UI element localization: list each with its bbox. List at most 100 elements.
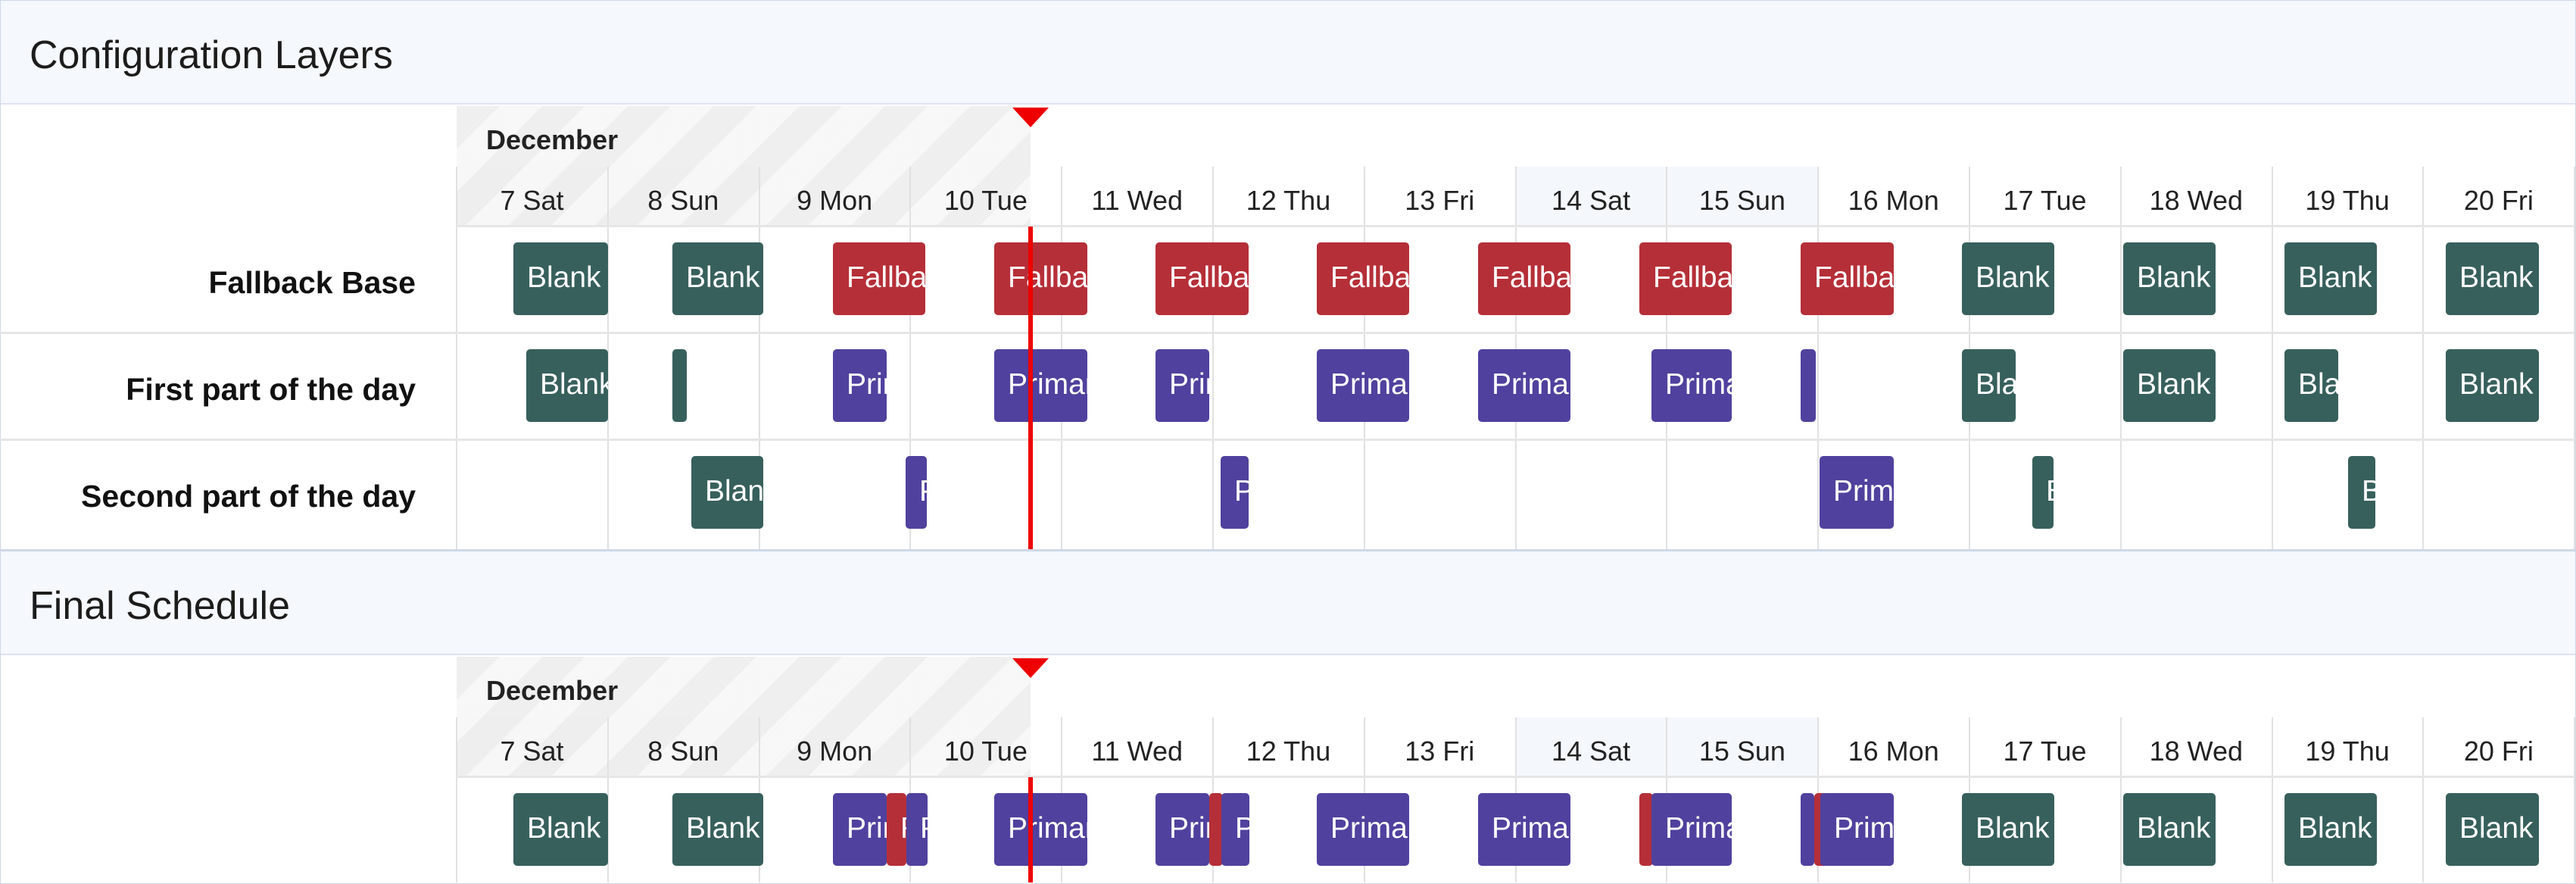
shift-label: Blank xyxy=(686,261,760,294)
shift-label: Blank xyxy=(2298,368,2338,401)
blank-shift-bar[interactable]: Blank xyxy=(2123,242,2216,315)
primary-shift-bar[interactable]: Primary xyxy=(1651,349,1732,422)
day-header[interactable]: 15 Sun xyxy=(1698,185,1785,216)
primary-shift-bar[interactable]: Primary xyxy=(994,793,1087,866)
blank-shift-bar[interactable]: Blank xyxy=(2123,349,2216,422)
blank-shift-bar[interactable]: Blank xyxy=(2446,793,2539,866)
blank-shift-bar[interactable]: Blank xyxy=(2032,456,2054,529)
primary-shift-bar[interactable]: Primary xyxy=(1317,349,1409,422)
final-schedule-timeline[interactable]: December 7 Sat 8 Sun 9 Mon 10 Tue 11 Wed 12 Th… xyxy=(456,657,2576,882)
day-header[interactable]: 15 Sun xyxy=(1698,736,1785,767)
current-time-marker xyxy=(1012,108,1049,127)
fallback-shift-bar[interactable]: Fallback xyxy=(1209,793,1223,866)
day-header[interactable]: 7 Sat xyxy=(500,185,564,216)
blank-shift-bar[interactable]: Blank xyxy=(1962,793,2054,866)
blank-shift-bar[interactable]: Blank xyxy=(2284,349,2338,422)
fallback-shift-bar[interactable]: Fallback xyxy=(887,793,906,866)
shift-label: Blank xyxy=(2459,261,2534,294)
day-header[interactable]: 20 Fri xyxy=(2463,185,2534,216)
day-header[interactable]: 10 Tue xyxy=(943,185,1028,216)
shift-label: Fallback xyxy=(1653,261,1732,294)
primary-shift-bar[interactable]: Primary xyxy=(1801,793,1814,866)
config-layers-timeline[interactable]: December 7 Sat 8 Sun 9 Mon 10 Tue 11 Wed 12 Th… xyxy=(0,106,2576,549)
day-header[interactable]: 18 Wed xyxy=(2149,736,2243,767)
blank-shift-bar[interactable]: Blank xyxy=(691,456,763,529)
day-header[interactable]: 16 Mon xyxy=(1848,736,1939,767)
shift-label: Blank xyxy=(1976,368,2016,401)
primary-shift-bar[interactable]: Primary xyxy=(1221,793,1249,866)
shift-label: Primary xyxy=(1834,812,1894,845)
fallback-shift-bar[interactable]: Fallback xyxy=(1801,242,1894,315)
day-header[interactable]: 10 Tue xyxy=(943,736,1028,767)
day-header[interactable]: 11 Wed xyxy=(1091,736,1184,767)
primary-shift-bar[interactable]: Primary xyxy=(1317,793,1409,866)
blank-shift-bar[interactable]: Blank xyxy=(1962,349,2016,422)
shift-label: Blank xyxy=(527,812,601,845)
weekend-column-bg xyxy=(1515,717,1667,777)
day-header[interactable]: 12 Thu xyxy=(1246,185,1331,216)
weekend-column-bg xyxy=(1515,167,1667,226)
day-header[interactable]: 18 Wed xyxy=(2149,185,2243,216)
primary-shift-bar[interactable]: Primary xyxy=(833,349,887,422)
grid-line xyxy=(758,167,760,549)
blank-shift-bar[interactable]: Blank xyxy=(2446,242,2539,315)
primary-shift-bar[interactable]: Primary xyxy=(1155,793,1209,866)
day-header[interactable]: 9 Mon xyxy=(797,185,873,216)
shift-label: Blank xyxy=(2137,261,2211,294)
blank-shift-bar[interactable]: Blank xyxy=(2284,242,2377,315)
day-header[interactable]: 17 Tue xyxy=(2003,185,2087,216)
day-header[interactable]: 11 Wed xyxy=(1091,185,1184,216)
day-header[interactable]: 19 Thu xyxy=(2305,736,2390,767)
day-header[interactable]: 8 Sun xyxy=(647,185,719,216)
fallback-shift-bar[interactable]: Fallback xyxy=(1155,242,1249,315)
blank-shift-bar[interactable]: Blank xyxy=(513,793,608,866)
fallback-shift-bar[interactable]: Fallback xyxy=(1317,242,1409,315)
day-header[interactable]: 8 Sun xyxy=(647,736,719,767)
blank-shift-bar[interactable]: Blank xyxy=(2123,793,2216,866)
primary-shift-bar[interactable]: Primary xyxy=(1155,349,1209,422)
day-header[interactable]: 13 Fri xyxy=(1405,185,1475,216)
blank-shift-bar[interactable]: Blank xyxy=(2446,349,2539,422)
day-header[interactable]: 16 Mon xyxy=(1848,185,1939,216)
shift-label: Fallback xyxy=(1169,261,1249,294)
shift-label: Blank xyxy=(540,368,608,401)
day-header[interactable]: 17 Tue xyxy=(2003,736,2087,767)
shift-label: Primary xyxy=(1169,368,1209,401)
primary-shift-bar[interactable]: Primary xyxy=(906,793,928,866)
fallback-shift-bar[interactable]: Fallback xyxy=(994,242,1087,315)
fallback-shift-bar[interactable]: Fallback xyxy=(1639,242,1732,315)
primary-shift-bar[interactable]: Primary xyxy=(1221,456,1249,529)
primary-shift-bar[interactable]: Primary xyxy=(1478,349,1570,422)
day-header[interactable]: 9 Mon xyxy=(797,736,873,767)
primary-shift-bar[interactable]: Primary xyxy=(906,456,927,529)
blank-shift-bar[interactable]: Blank xyxy=(526,349,608,422)
primary-shift-bar[interactable]: Primary xyxy=(1820,793,1894,866)
fallback-shift-bar[interactable]: Fallback xyxy=(833,242,925,315)
primary-shift-bar[interactable]: Primary xyxy=(1478,793,1570,866)
blank-shift-bar[interactable]: Blank xyxy=(1962,242,2054,315)
day-header[interactable]: 19 Thu xyxy=(2305,185,2390,216)
primary-shift-bar[interactable]: Primary xyxy=(1651,793,1732,866)
section-title: Configuration Layers xyxy=(30,33,393,77)
shift-label: Fallback xyxy=(1008,261,1087,294)
day-header[interactable]: 14 Sat xyxy=(1552,736,1631,767)
blank-shift-bar[interactable]: Blank xyxy=(672,349,687,422)
primary-shift-bar[interactable]: Primary xyxy=(1820,456,1894,529)
shift-label: Blank xyxy=(686,368,687,401)
fallback-shift-bar[interactable]: Fallback xyxy=(1639,793,1653,866)
day-header[interactable]: 13 Fri xyxy=(1405,736,1475,767)
primary-shift-bar[interactable]: Primary xyxy=(833,793,887,866)
blank-shift-bar[interactable]: Blank xyxy=(2348,456,2375,529)
blank-shift-bar[interactable]: Blank xyxy=(672,793,763,866)
day-header[interactable]: 12 Thu xyxy=(1246,736,1331,767)
primary-shift-bar[interactable]: Primary xyxy=(994,349,1087,422)
fallback-shift-bar[interactable]: Fallback xyxy=(1478,242,1570,315)
day-header[interactable]: 14 Sat xyxy=(1552,185,1631,216)
day-header[interactable]: 20 Fri xyxy=(2463,736,2534,767)
blank-shift-bar[interactable]: Blank xyxy=(513,242,608,315)
shift-label: Primary xyxy=(1833,475,1894,508)
blank-shift-bar[interactable]: Blank xyxy=(2284,793,2377,866)
day-header[interactable]: 7 Sat xyxy=(500,736,564,767)
primary-shift-bar[interactable]: Primary xyxy=(1801,349,1816,422)
blank-shift-bar[interactable]: Blank xyxy=(672,242,763,315)
